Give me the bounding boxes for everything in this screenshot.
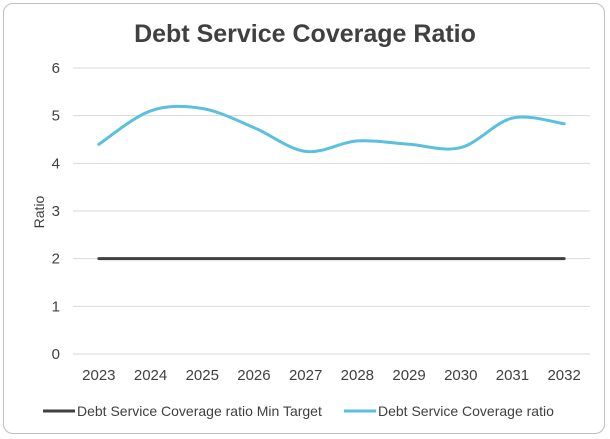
y-tick-label: 5: [52, 108, 60, 125]
x-tick-label: 2023: [82, 367, 115, 384]
y-tick-label: 0: [52, 346, 60, 363]
legend-label-0: Debt Service Coverage ratio Min Target: [77, 403, 322, 419]
x-tick-label: 2031: [496, 367, 529, 384]
y-tick-label: 2: [52, 251, 60, 268]
series-line-1: [97, 104, 566, 154]
y-tick-label: 6: [52, 60, 60, 77]
x-tick-label: 2025: [186, 367, 219, 384]
chart-title: Debt Service Coverage Ratio: [134, 20, 476, 48]
y-tick-label: 1: [52, 298, 60, 315]
x-tick-label: 2030: [444, 367, 477, 384]
legend: Debt Service Coverage ratio Min Target De…: [43, 403, 554, 419]
series-lines: [97, 104, 566, 261]
x-tick-label: 2026: [237, 367, 270, 384]
x-tick-label: 2027: [289, 367, 322, 384]
y-tick-label: 4: [52, 155, 60, 172]
x-tick-label: 2029: [392, 367, 425, 384]
x-tick-label: 2024: [134, 367, 167, 384]
chart-frame: [3, 3, 605, 434]
gridlines: [73, 67, 590, 355]
y-tick-labels: 0 1 2 3 4 5 6: [52, 60, 60, 363]
y-axis-label: Ratio: [31, 195, 47, 228]
y-tick-label: 3: [52, 203, 60, 220]
legend-label-1: Debt Service Coverage ratio: [378, 403, 554, 419]
x-tick-labels: 2023 2024 2025 2026 2027 2028 2029 2030 2031 2032: [82, 367, 581, 384]
x-tick-label: 2028: [341, 367, 374, 384]
x-tick-label: 2032: [547, 367, 580, 384]
